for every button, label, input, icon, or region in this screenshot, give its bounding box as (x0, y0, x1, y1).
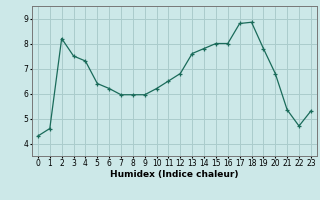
X-axis label: Humidex (Indice chaleur): Humidex (Indice chaleur) (110, 170, 239, 179)
